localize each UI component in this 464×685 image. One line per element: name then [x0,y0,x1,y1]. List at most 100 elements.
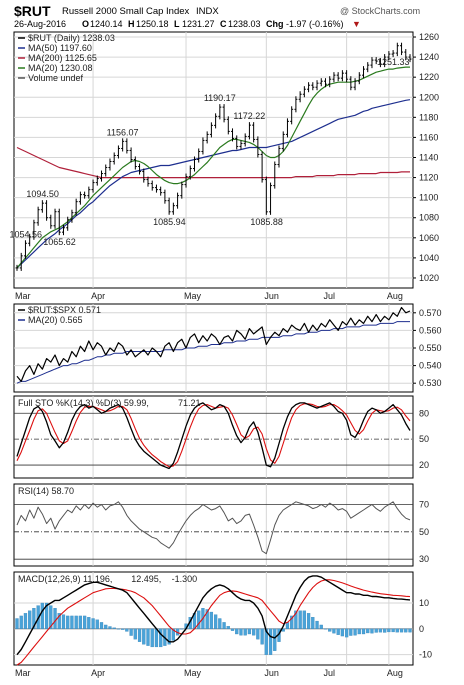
macd-hist-bar-23 [112,627,116,629]
month-label-5: Aug [387,291,403,301]
macd-hist-bar-72 [319,624,323,629]
price-annotation-4: 1094.50 [26,189,59,199]
macd-hist-bar-48 [218,618,222,629]
month-label-3: Jun [264,291,279,301]
macd-hist-bar-83 [366,628,370,634]
macd-hist-bar-93 [408,628,412,633]
macd-hist-bar-6 [40,602,44,629]
y-tick-label-4-2: 10 [419,598,429,608]
y-tick-label-2-0: 20 [419,460,429,470]
y-tick-label-2-2: 80 [419,408,429,418]
macd-hist-bar-70 [311,617,315,629]
y-tick-label-1-4: 0.570 [419,308,442,318]
price-annotation-7: 1065.62 [43,237,76,247]
macd-hist-bar-81 [357,628,361,635]
macd-hist-bar-82 [361,628,366,635]
macd-hist-bar-60 [268,628,273,655]
macd-hist-bar-78 [344,628,349,638]
bottom-month-label-1: Apr [91,668,105,678]
macd-hist-bar-4 [32,608,36,629]
sto-d-line [16,403,411,468]
price-annotation-8: 1054.56 [9,229,42,239]
macd-hist-bar-49 [222,622,226,629]
macd-hist-bar-26 [125,628,129,632]
macd-hist-bar-57 [256,628,260,640]
macd-hist-bar-46 [209,611,214,629]
macd-hist-bar-27 [129,628,133,636]
macd-hist-bar-2 [23,613,28,629]
macd-hist-bar-58 [260,628,264,645]
macd-hist-bar-66 [294,610,298,629]
month-label-4: Jul [323,291,335,301]
macd-hist-bar-29 [137,628,142,642]
macd-hist-bar-73 [323,628,328,630]
y-tick-label-0-1: 1040 [419,253,439,263]
legend-entry-0-0: $RUT (Daily) 1238.03 [28,33,115,43]
chg-label: Chg [266,19,284,29]
legend-entry-1-1: MA(20) 0.565 [28,315,83,325]
legend-entry-2-1: 71.21 [178,398,201,408]
y-tick-label-3-2: 70 [419,500,429,510]
legend-entry-4-1: 12.495, [131,574,161,584]
macd-hist-bar-79 [349,628,353,636]
legend-entry-0-4: Volume undef [28,73,84,83]
macd-hist-bar-37 [171,628,175,641]
y-tick-label-4-1: 0 [419,624,424,634]
chg-down-icon: ▼ [352,19,361,29]
close-label: C [220,19,227,29]
macd-hist-bar-15 [78,615,83,629]
y-tick-label-0-6: 1140 [419,152,438,162]
price-annotation-6: 1085.88 [250,217,283,227]
high-value: 1250.18 [136,19,169,29]
macd-hist-bar-22 [108,626,112,629]
macd-hist-bar-86 [378,628,383,633]
legend-entry-2-0: Full STO %K(14,3) %D(3) 59.99, [18,398,149,408]
sto-k-line [16,402,411,470]
bottom-month-label-5: Aug [387,668,403,678]
low-value: 1231.27 [182,19,215,29]
symbol-title: $RUT [14,3,51,19]
macd-hist-bar-55 [247,628,252,635]
macd-hist-bar-85 [374,628,378,633]
month-label-1: Apr [91,291,105,301]
header-date: 26-Aug-2016 [14,19,66,29]
macd-hist-bar-12 [66,615,70,629]
ma200-line [16,146,410,179]
y-tick-label-0-7: 1160 [419,132,438,142]
ma20-line [16,66,410,269]
macd-hist-bar-9 [53,608,57,629]
y-tick-label-0-10: 1220 [419,72,439,82]
macd-hist-bar-8 [49,605,53,629]
y-tick-label-0-12: 1260 [419,32,439,42]
macd-hist-bar-74 [328,628,332,632]
panel-frame-4 [13,571,414,666]
macd-hist-bar-77 [340,628,345,637]
macd-hist-bar-3 [28,610,32,629]
exchange-label: INDX [196,6,219,17]
macd-hist-bar-56 [252,628,256,636]
macd-hist-bar-13 [70,615,74,629]
y-tick-label-3-1: 50 [419,527,429,537]
legend-entry-0-3: MA(20) 1230.08 [28,63,93,73]
macd-hist-bar-47 [213,614,218,629]
macd-hist-bar-64 [285,622,290,629]
legend-entry-1-0: $RUT:$SPX 0.571 [28,305,101,315]
high-label: H [128,19,135,29]
macd-hist-bar-91 [399,628,404,633]
macd-hist-bar-18 [91,618,95,629]
macd-hist-bar-19 [95,619,99,629]
macd-hist-bar-87 [383,628,387,633]
open-label: O [82,19,89,29]
macd-hist-bar-75 [332,628,336,634]
ratio-line [16,306,411,382]
y-tick-label-1-2: 0.550 [419,343,442,353]
macd-hist-bar-16 [82,615,87,629]
macd-hist-bar-17 [87,617,91,629]
macd-hist-bar-32 [150,628,154,648]
bottom-month-label-4: Jul [323,668,335,678]
macd-hist-bar-61 [273,628,277,651]
macd-hist-bar-71 [315,620,319,629]
bottom-month-label-3: Jun [264,668,279,678]
legend-entry-4-0: MACD(12,26,9) 11.196, [18,574,112,584]
chart-panels: 1020104010601080110011201140116011801200… [9,31,442,678]
